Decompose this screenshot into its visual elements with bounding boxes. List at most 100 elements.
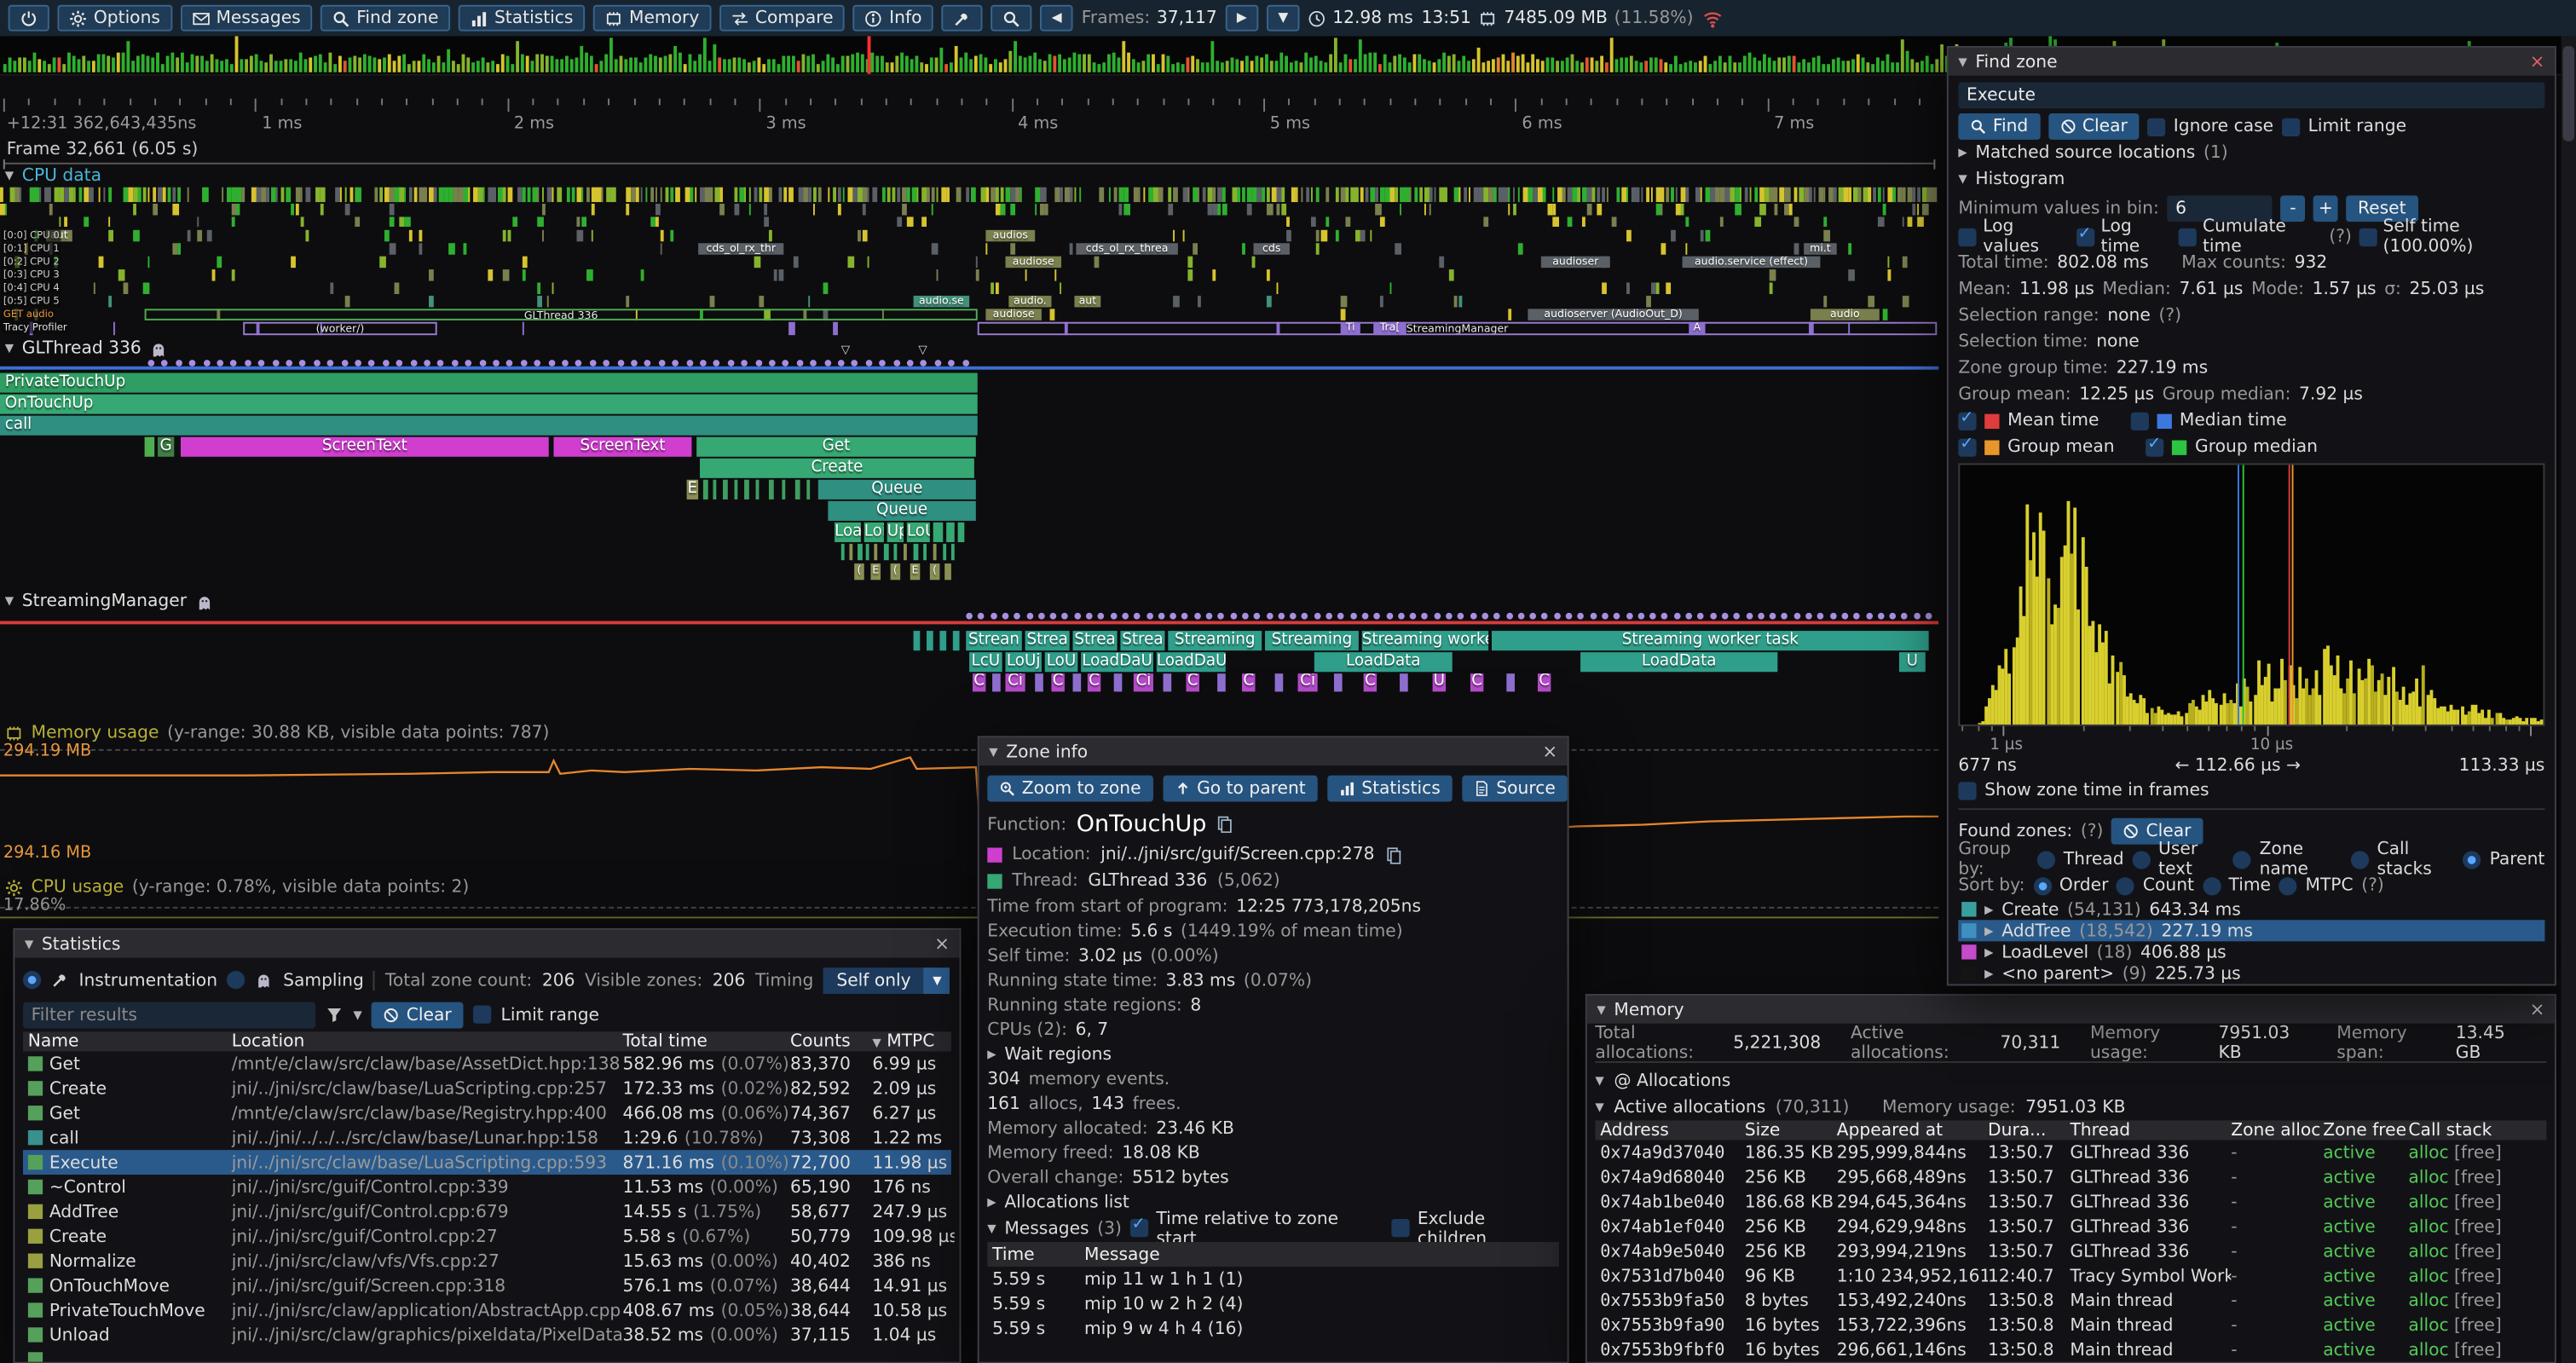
histogram-plot[interactable] bbox=[1958, 463, 2545, 726]
group-by-call-stacks-radio[interactable] bbox=[2350, 850, 2369, 869]
decrease-bin-button[interactable]: - bbox=[2280, 194, 2306, 222]
group-mean-checkbox[interactable] bbox=[1958, 435, 1977, 456]
message-dot[interactable] bbox=[1205, 612, 1213, 620]
tools-button[interactable] bbox=[941, 4, 983, 32]
message-dot[interactable] bbox=[1397, 612, 1405, 620]
connection-status-icon[interactable] bbox=[1701, 8, 1723, 29]
message-dot[interactable] bbox=[1337, 612, 1345, 620]
instrumentation-radio[interactable] bbox=[22, 971, 42, 990]
zone[interactable]: LoadDaU bbox=[1156, 652, 1226, 673]
group-by-parent-radio[interactable] bbox=[2463, 850, 2481, 869]
zone[interactable] bbox=[874, 543, 878, 561]
message-dot[interactable] bbox=[424, 360, 430, 367]
expand-icon[interactable]: ▶ bbox=[987, 1195, 996, 1209]
message-dot[interactable] bbox=[1002, 612, 1009, 620]
message-dot[interactable] bbox=[1565, 612, 1573, 620]
zone-info-titlebar[interactable]: ▼ Zone info × bbox=[979, 737, 1568, 766]
expand-icon[interactable]: ▶ bbox=[987, 1047, 996, 1061]
message-dot[interactable] bbox=[1733, 612, 1741, 620]
message-dot[interactable] bbox=[382, 360, 390, 367]
min-bin-input[interactable]: 6 bbox=[2167, 194, 2273, 222]
zone[interactable] bbox=[1113, 673, 1123, 692]
zone[interactable]: E bbox=[910, 563, 921, 580]
zone[interactable]: audio.se bbox=[913, 295, 970, 308]
zone[interactable]: (worker/) bbox=[243, 321, 437, 336]
message-dot[interactable] bbox=[230, 360, 238, 367]
zone[interactable] bbox=[865, 543, 869, 561]
allocation-row[interactable]: 0x74ab1ef040 256 KB 294,629,948ns 13:50.7 GL… bbox=[1600, 1216, 2502, 1237]
zone[interactable]: LoaU bbox=[835, 522, 861, 543]
message-dot[interactable] bbox=[1217, 612, 1225, 620]
zone[interactable]: U bbox=[1432, 673, 1447, 692]
allocation-row[interactable]: 0x74a9d37040 186.35 KB 295,999,844ns 13:50.… bbox=[1600, 1142, 2502, 1163]
message-dot[interactable] bbox=[879, 360, 887, 367]
zone[interactable]: Streaming worker task bbox=[1491, 631, 1929, 651]
zone[interactable]: mi.t bbox=[1804, 243, 1837, 255]
zone[interactable]: C bbox=[1363, 673, 1378, 692]
collapse-icon[interactable]: ▼ bbox=[1958, 172, 1967, 186]
zone[interactable] bbox=[806, 479, 811, 500]
zone[interactable] bbox=[992, 673, 1001, 692]
message-dot[interactable] bbox=[1385, 612, 1393, 620]
message-dot[interactable] bbox=[1265, 612, 1273, 620]
allocation-row[interactable]: 0x7553b9fa50 8 bytes 153,492,240ns 13:50.8 M… bbox=[1600, 1290, 2502, 1311]
power-button[interactable] bbox=[8, 4, 49, 32]
statistics-titlebar[interactable]: ▼ Statistics × bbox=[14, 929, 960, 958]
zone[interactable] bbox=[926, 631, 933, 651]
message-dot[interactable] bbox=[147, 360, 155, 367]
message-dot[interactable] bbox=[520, 360, 528, 367]
matched-locations-label[interactable]: Matched source locations bbox=[1975, 142, 2196, 163]
message-dot[interactable] bbox=[1529, 612, 1537, 620]
allocation-row[interactable]: 0x7553b9fa90 16 bytes 153,722,396ns 13:50.8… bbox=[1600, 1314, 2502, 1335]
zone[interactable] bbox=[849, 543, 853, 561]
zone[interactable]: Ti bbox=[1340, 321, 1360, 336]
message-dot[interactable] bbox=[493, 360, 500, 367]
zone[interactable]: LoadDaU bbox=[1081, 652, 1153, 673]
message-dot[interactable] bbox=[1805, 612, 1812, 620]
copy-icon[interactable] bbox=[1384, 846, 1402, 863]
message-dot[interactable] bbox=[685, 360, 693, 367]
zoom-to-zone-button[interactable]: Zoom to zone bbox=[987, 775, 1153, 802]
zone[interactable] bbox=[1506, 673, 1515, 692]
message-dot[interactable] bbox=[534, 360, 541, 367]
message-dot[interactable] bbox=[1073, 612, 1081, 620]
message-dot[interactable] bbox=[410, 360, 417, 367]
zone[interactable]: LoadData bbox=[1580, 652, 1778, 673]
memory-usage-header[interactable]: Memory usage (y-range: 30.88 KB, visible … bbox=[5, 723, 549, 742]
zone[interactable]: U bbox=[1898, 652, 1926, 673]
zone[interactable]: cds bbox=[1253, 243, 1290, 255]
zone[interactable] bbox=[943, 543, 947, 561]
message-dot[interactable] bbox=[1709, 612, 1717, 620]
zone[interactable] bbox=[702, 479, 708, 500]
message-dot[interactable] bbox=[823, 360, 831, 367]
message-dot[interactable] bbox=[368, 360, 376, 367]
message-dot[interactable] bbox=[506, 360, 514, 367]
stats-table-row[interactable]: Get/mnt/e/claw/src/claw/base/AssetDict.h… bbox=[23, 1051, 951, 1076]
found-zone-group[interactable]: ▶ LoadLevel (18) 406.88 µs bbox=[1958, 941, 2544, 962]
message-dot[interactable] bbox=[1505, 612, 1513, 620]
message-dot[interactable] bbox=[1181, 612, 1189, 620]
message-dot[interactable] bbox=[1085, 612, 1093, 620]
source-button[interactable]: Source bbox=[1461, 775, 1568, 802]
message-dot[interactable] bbox=[1601, 612, 1609, 620]
zone[interactable]: ScreenText bbox=[553, 436, 692, 457]
zone[interactable]: LcU bbox=[969, 652, 1002, 673]
stats-table-header[interactable]: Name Location Total time Counts ▼ MTPC bbox=[22, 1031, 951, 1052]
message-dot[interactable] bbox=[257, 360, 265, 367]
message-dot[interactable] bbox=[478, 360, 486, 367]
zoom-frame-button[interactable]: ▼ bbox=[1266, 4, 1300, 32]
collapse-icon[interactable]: ▼ bbox=[989, 745, 998, 759]
clear-found-button[interactable]: Clear bbox=[2111, 817, 2203, 844]
group-by-zone-name-radio[interactable] bbox=[2232, 850, 2251, 869]
message-dot[interactable] bbox=[1637, 612, 1644, 620]
message-dot[interactable] bbox=[1314, 612, 1320, 620]
found-zone-group[interactable]: ▶ AddTree (18,542) 227.19 ms bbox=[1958, 920, 2545, 942]
message-dot[interactable] bbox=[1721, 612, 1729, 620]
zone[interactable]: audiose bbox=[985, 309, 1042, 321]
zone[interactable]: Queue bbox=[828, 500, 976, 521]
clear-filter-button[interactable]: Clear bbox=[372, 1001, 464, 1028]
filter-input[interactable]: Filter results bbox=[22, 1001, 316, 1028]
messages-label[interactable]: Messages bbox=[1004, 1218, 1089, 1239]
message-dot[interactable] bbox=[1122, 612, 1129, 620]
